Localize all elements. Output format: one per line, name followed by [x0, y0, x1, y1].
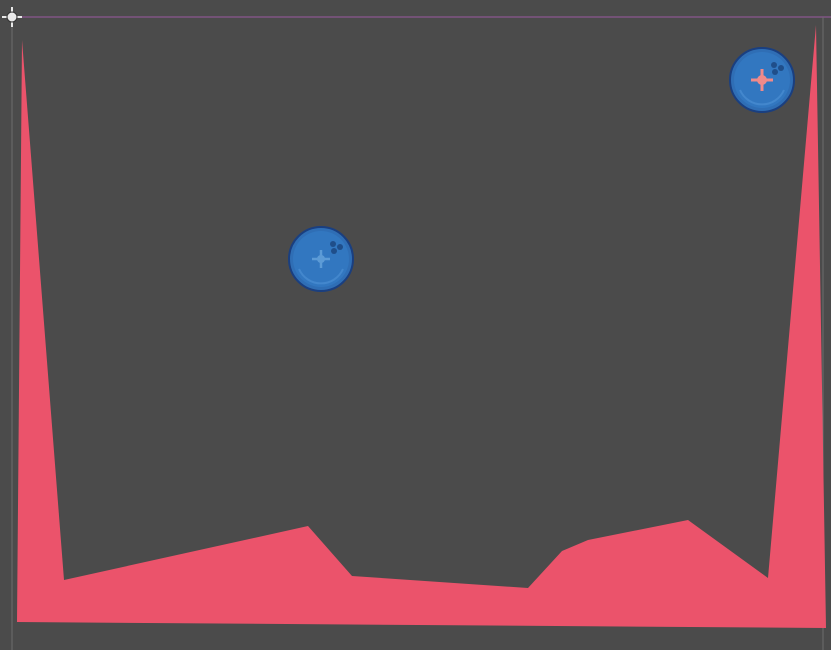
terrain-polygon[interactable] [17, 25, 826, 628]
crosshair-origin-icon[interactable] [2, 7, 22, 27]
ball-dynamic[interactable] [288, 226, 354, 292]
ball-player[interactable] [729, 47, 795, 113]
